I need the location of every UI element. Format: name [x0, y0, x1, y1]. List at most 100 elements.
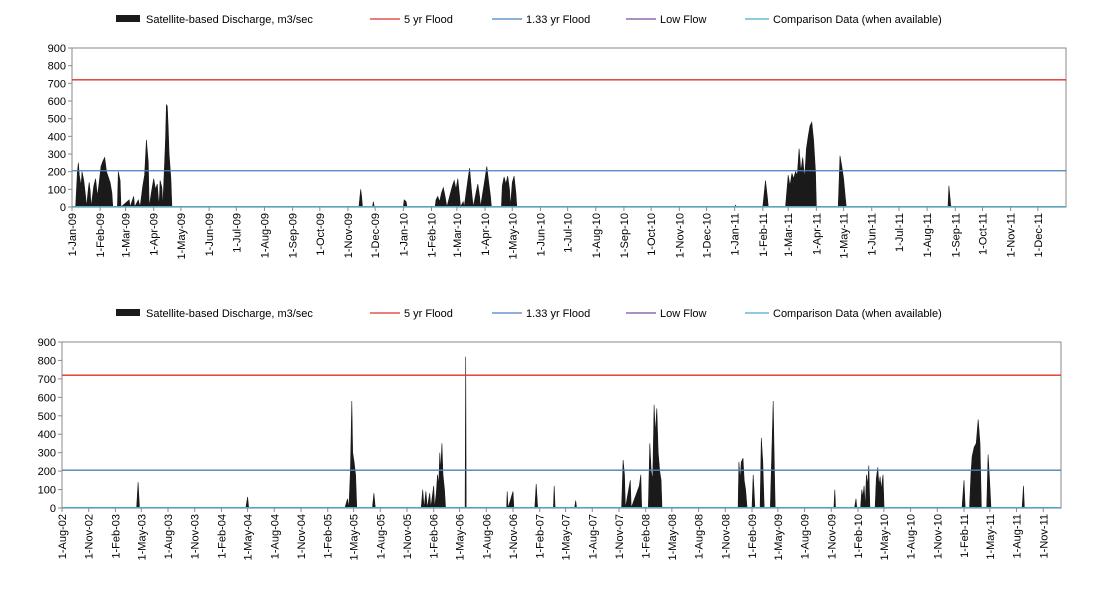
- x-tick-label: 1-Sep-09: [288, 213, 300, 258]
- y-tick-label: 800: [48, 61, 66, 73]
- x-tick-label: 1-Feb-08: [641, 514, 653, 559]
- x-tick-label: 1-Mar-11: [783, 213, 795, 257]
- x-tick-label: 1-Nov-11: [1006, 213, 1018, 257]
- x-tick-label: 1-Feb-09: [747, 514, 759, 559]
- legend-label: 5 yr Flood: [404, 14, 453, 26]
- x-tick-label: 1-Jun-11: [867, 213, 879, 256]
- legend-label: 5 yr Flood: [404, 308, 453, 320]
- x-tick-label: 1-May-11: [839, 213, 851, 259]
- y-tick-label: 800: [38, 355, 56, 367]
- y-tick-label: 700: [48, 78, 66, 90]
- x-tick-label: 1-Sep-11: [950, 213, 962, 257]
- y-tick-label: 200: [48, 167, 66, 179]
- y-axis: 0 100 200 300 400 500 600 700 800 900: [48, 43, 72, 214]
- x-tick-label: 1-Feb-11: [758, 213, 770, 257]
- x-tick-label: 1-Nov-03: [190, 514, 202, 559]
- x-axis: 1-Jan-09 1-Feb-09 1-Mar-09 1-Apr-09 1-May-09…: [67, 207, 1045, 259]
- x-tick-label: 1-May-09: [773, 514, 785, 560]
- x-tick-label: 1-Feb-04: [216, 514, 228, 559]
- y-tick-label: 400: [48, 131, 66, 143]
- x-tick-label: 1-Nov-08: [720, 514, 732, 559]
- x-tick-label: 1-Feb-03: [110, 514, 122, 559]
- x-tick-label: 1-Feb-07: [535, 514, 547, 559]
- x-tick-label: 1-Sep-10: [619, 213, 631, 258]
- x-tick-label: 1-Jul-11: [894, 213, 906, 252]
- x-tick-label: 1-Nov-04: [296, 514, 308, 559]
- legend-swatch-discharge: [116, 15, 140, 22]
- x-axis: 1-Aug-02 1-Nov-02 1-Feb-03 1-May-03 1-Aug-03…: [57, 508, 1050, 560]
- x-tick-label: 1-Jan-09: [67, 213, 79, 256]
- x-tick-label: 1-Jun-10: [535, 213, 547, 256]
- y-tick-label: 600: [38, 392, 56, 404]
- discharge-chart-2002-2011: Satellite-based Discharge, m3/sec 5 yr Fl…: [0, 300, 1094, 608]
- x-tick-label: 1-Feb-06: [429, 514, 441, 559]
- x-tick-label: 1-Dec-10: [702, 213, 714, 258]
- x-tick-label: 1-Nov-11: [1038, 514, 1050, 558]
- x-tick-label: 1-May-07: [561, 514, 573, 560]
- x-tick-label: 1-Feb-09: [95, 213, 107, 258]
- legend-label: Comparison Data (when available): [773, 14, 942, 26]
- y-tick-label: 500: [38, 411, 56, 423]
- series-discharge-area: [72, 104, 1066, 209]
- x-tick-label: 1-Aug-07: [587, 514, 599, 559]
- x-tick-label: 1-Apr-10: [480, 213, 492, 256]
- y-tick-label: 400: [38, 429, 56, 441]
- y-tick-label: 200: [38, 466, 56, 478]
- y-tick-label: 100: [38, 485, 56, 497]
- legend-label: 1.33 yr Flood: [526, 14, 590, 26]
- x-tick-label: 1-Aug-08: [694, 514, 706, 559]
- x-tick-label: 1-Nov-02: [84, 514, 96, 559]
- x-tick-label: 1-May-11: [985, 514, 997, 560]
- legend: Satellite-based Discharge, m3/sec 5 yr Fl…: [116, 14, 942, 26]
- x-tick-label: 1-Oct-11: [977, 213, 989, 255]
- x-tick-label: 1-Dec-11: [1033, 213, 1045, 257]
- x-tick-label: 1-Aug-10: [906, 514, 918, 559]
- x-tick-label: 1-Feb-10: [426, 213, 438, 258]
- chart-svg-bottom: Satellite-based Discharge, m3/sec 5 yr Fl…: [38, 308, 1062, 560]
- y-tick-label: 900: [38, 337, 56, 349]
- x-tick-label: 1-Aug-03: [163, 514, 175, 559]
- x-tick-label: 1-Oct-09: [315, 213, 327, 256]
- x-tick-label: 1-May-09: [176, 213, 188, 259]
- plot-frame: [61, 341, 1062, 509]
- x-tick-label: 1-Nov-09: [826, 514, 838, 559]
- x-tick-label: 1-Nov-09: [343, 213, 355, 258]
- x-tick-label: 1-Aug-04: [269, 514, 281, 559]
- x-tick-label: 1-Nov-06: [508, 514, 520, 559]
- chart-svg-top: Satellite-based Discharge, m3/sec 5 yr Fl…: [48, 14, 1067, 259]
- x-tick-label: 1-Apr-11: [811, 213, 823, 255]
- x-tick-label: 1-Aug-02: [57, 514, 69, 559]
- x-tick-label: 1-Feb-05: [323, 514, 335, 559]
- x-tick-label: 1-Nov-10: [674, 213, 686, 258]
- x-tick-label: 1-May-05: [349, 514, 361, 560]
- x-tick-label: 1-Aug-11: [922, 213, 934, 257]
- discharge-chart-2009-2011: Satellite-based Discharge, m3/sec 5 yr Fl…: [0, 0, 1094, 300]
- x-tick-label: 1-Aug-06: [481, 514, 493, 559]
- y-tick-label: 600: [48, 96, 66, 108]
- y-tick-label: 0: [60, 202, 66, 214]
- plot-frame: [71, 47, 1067, 208]
- x-tick-label: 1-Jun-09: [204, 213, 216, 256]
- legend-label: Satellite-based Discharge, m3/sec: [146, 14, 313, 26]
- y-tick-label: 300: [38, 448, 56, 460]
- x-tick-label: 1-Mar-09: [121, 213, 133, 258]
- legend-label: Comparison Data (when available): [773, 308, 942, 320]
- x-tick-label: 1-May-06: [455, 514, 467, 560]
- x-tick-label: 1-Nov-10: [932, 514, 944, 559]
- legend-label: 1.33 yr Flood: [526, 308, 590, 320]
- x-tick-label: 1-Feb-11: [959, 514, 971, 558]
- x-tick-label: 1-Aug-09: [259, 213, 271, 258]
- x-tick-label: 1-Oct-10: [646, 213, 658, 256]
- y-axis: 0 100 200 300 400 500 600 700 800 900: [38, 337, 62, 515]
- x-tick-label: 1-Aug-10: [591, 213, 603, 258]
- legend-label: Low Flow: [660, 308, 707, 320]
- x-tick-label: 1-May-10: [879, 514, 891, 560]
- series-discharge-area: [62, 356, 1061, 509]
- x-tick-label: 1-Jul-10: [563, 213, 575, 253]
- x-tick-label: 1-Aug-05: [375, 514, 387, 559]
- y-tick-label: 0: [50, 503, 56, 515]
- legend-label: Low Flow: [660, 14, 707, 26]
- x-tick-label: 1-Jan-11: [730, 213, 742, 256]
- x-tick-label: 1-Feb-10: [853, 514, 865, 559]
- y-tick-label: 100: [48, 184, 66, 196]
